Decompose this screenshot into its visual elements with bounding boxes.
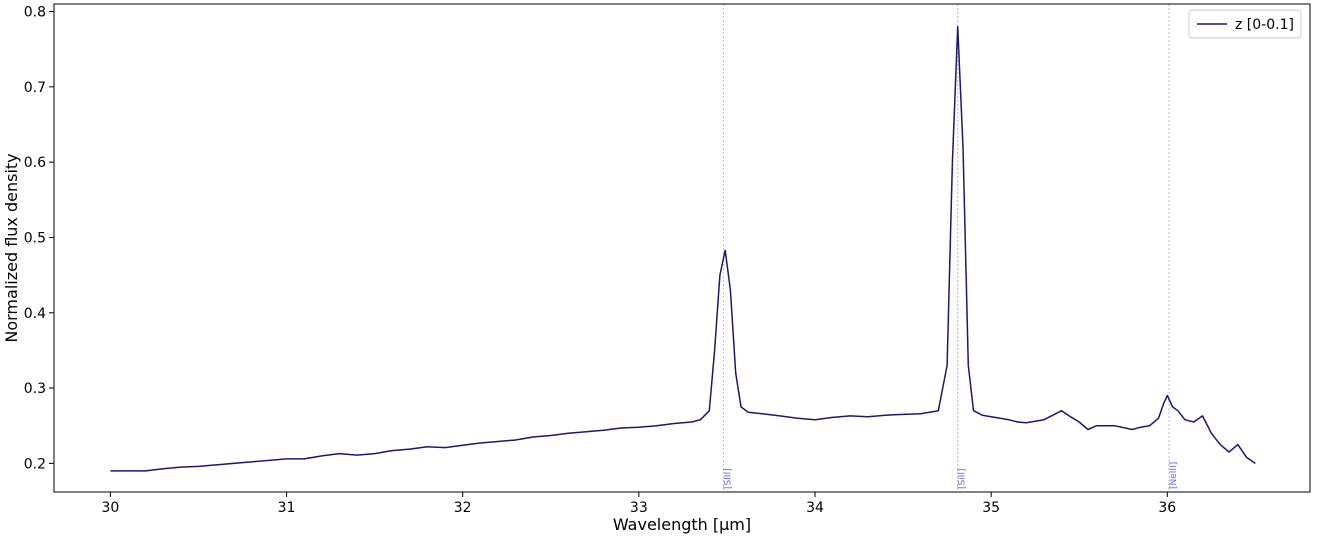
y-tick-label: 0.4 [24,306,46,322]
plot-frame [53,3,1311,493]
x-tick-label: 30 [101,500,119,516]
y-tick-label: 0.7 [24,80,46,96]
emission-line-label: [SIII] [723,468,733,489]
emission-line-label: [SiII] [958,468,968,489]
y-tick-label: 0.2 [24,456,46,472]
y-tick-label: 0.5 [24,230,46,246]
y-tick-label: 0.8 [24,5,46,21]
legend-box [1188,9,1302,39]
x-tick-label: 31 [278,500,296,516]
x-axis-label: Wavelength [μm] [613,515,751,534]
y-axis-ticks: 0.2 0.3 0.4 0.5 0.6 0.7 0.8 [24,5,54,472]
legend-label: z [0-0.1] [1235,17,1294,33]
y-axis-label: Normalized flux density [2,153,21,342]
x-tick-label: 35 [982,500,1000,516]
series-line [110,25,1256,472]
series-layer [110,25,1256,472]
x-tick-label: 33 [630,500,648,516]
emission-line-markers: [SIII] [SiII] [NeIII] [722,4,1179,492]
y-tick-label: 0.3 [24,381,46,397]
x-tick-label: 34 [806,500,824,516]
x-tick-label: 36 [1158,500,1176,516]
emission-line-label: [NeIII] [1169,462,1179,489]
y-tick-label: 0.6 [24,155,46,171]
legend: z [0-0.1] [1188,9,1302,39]
x-tick-label: 32 [454,500,472,516]
x-axis-ticks: 30 31 32 33 34 35 36 [101,492,1176,516]
